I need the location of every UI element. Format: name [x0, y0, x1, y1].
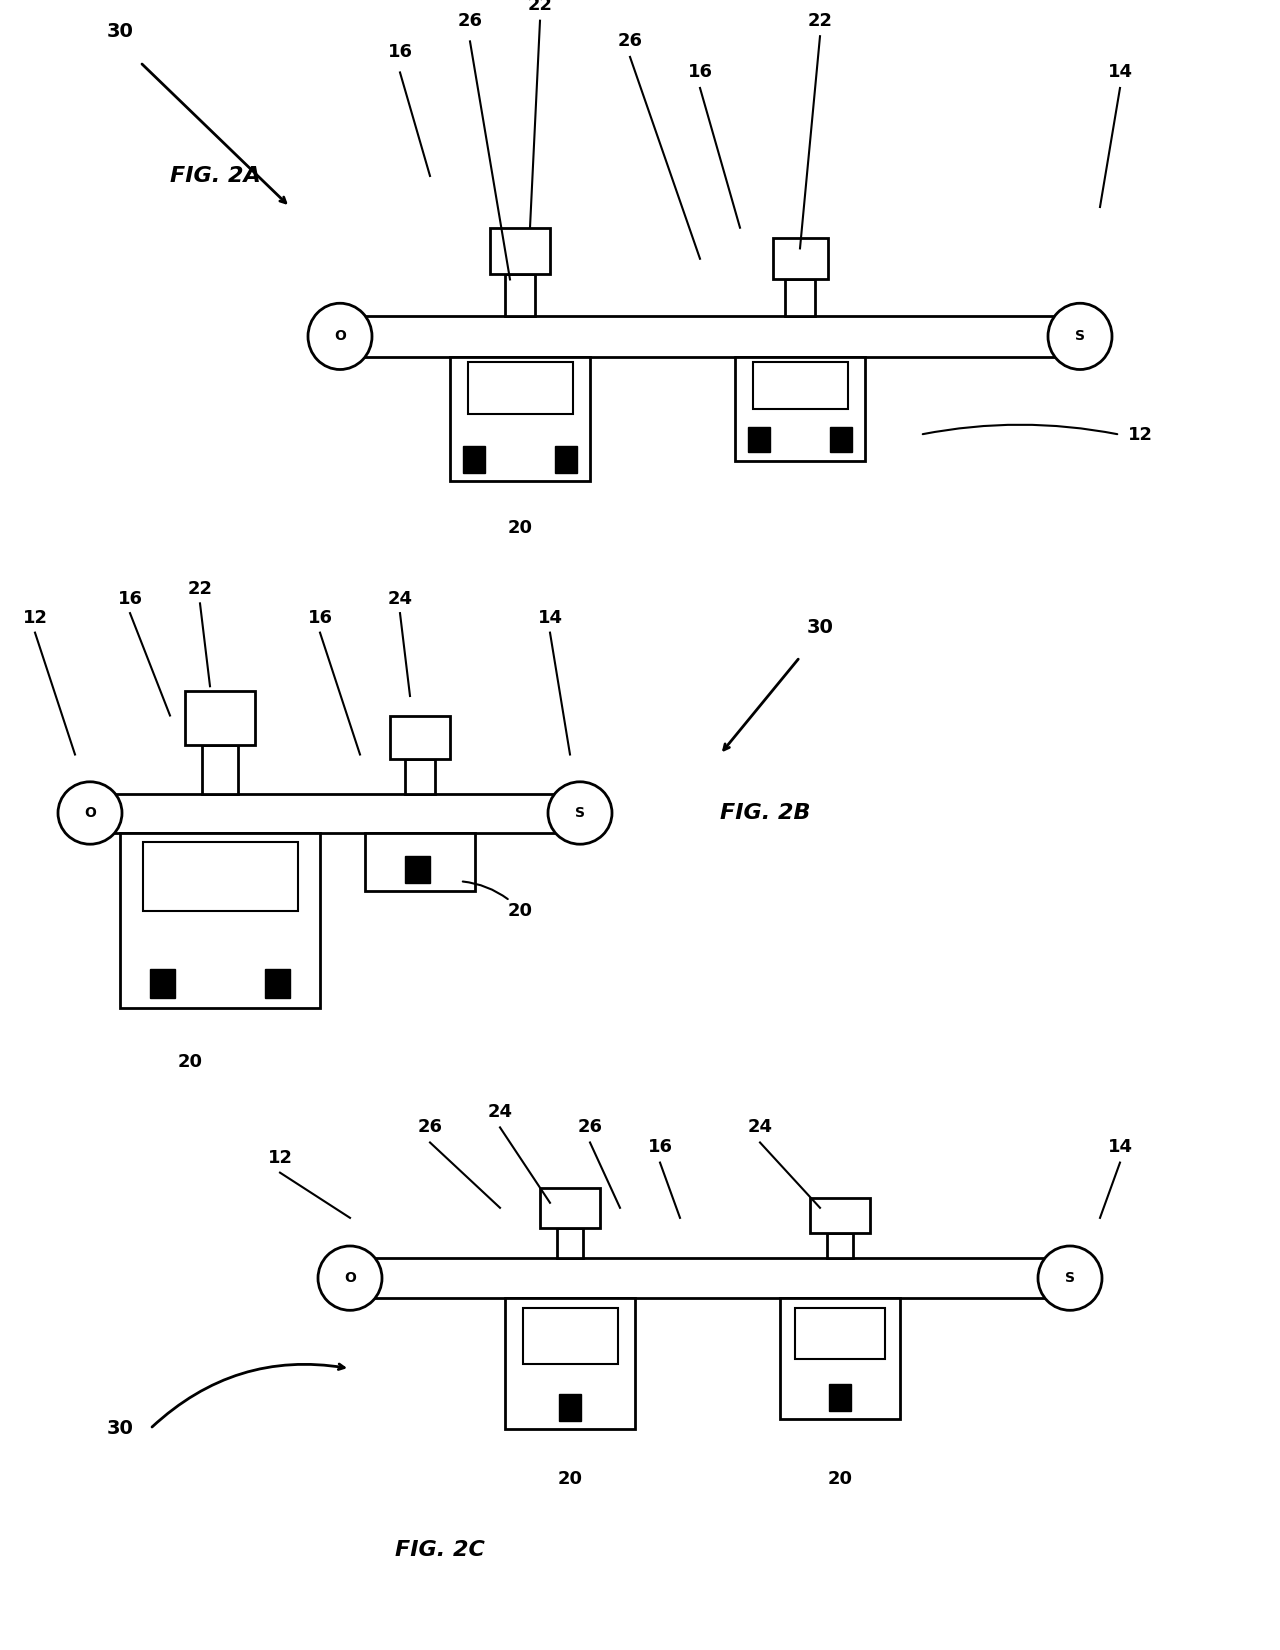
Bar [490, 228, 550, 274]
Bar [795, 1308, 884, 1358]
Text: 26: 26 [617, 33, 643, 51]
Text: 16: 16 [118, 589, 142, 607]
Bar [451, 356, 590, 482]
Text: S: S [1075, 330, 1085, 343]
Text: FIG. 2A: FIG. 2A [170, 167, 261, 186]
Bar [404, 759, 435, 794]
Text: 20: 20 [507, 518, 532, 536]
Bar [120, 833, 320, 1008]
Bar [829, 427, 852, 452]
Text: 14: 14 [1107, 63, 1133, 81]
Bar [142, 842, 297, 911]
Text: O: O [84, 805, 96, 820]
Text: 12: 12 [23, 609, 47, 627]
Text: 26: 26 [417, 1119, 443, 1137]
Text: 12: 12 [268, 1148, 293, 1167]
Text: 16: 16 [388, 43, 412, 61]
Bar [150, 969, 175, 998]
Circle shape [317, 1246, 381, 1310]
Text: 30: 30 [106, 21, 133, 41]
Bar [753, 363, 847, 409]
Bar [540, 1188, 600, 1228]
Text: S: S [1065, 1270, 1075, 1285]
Circle shape [548, 782, 612, 845]
Text: O: O [344, 1270, 356, 1285]
Bar [522, 1308, 617, 1363]
Text: 22: 22 [808, 12, 832, 30]
Text: 24: 24 [748, 1119, 773, 1137]
Text: S: S [575, 805, 585, 820]
Circle shape [1038, 1246, 1102, 1310]
Text: 16: 16 [687, 63, 713, 81]
Text: O: O [334, 330, 346, 343]
Text: 22: 22 [187, 579, 212, 597]
Bar [467, 363, 572, 414]
Bar [785, 279, 815, 315]
Text: 20: 20 [827, 1470, 852, 1488]
Bar [186, 691, 255, 744]
Bar [404, 856, 430, 883]
Bar [810, 1198, 870, 1233]
Bar [365, 833, 475, 891]
Text: 24: 24 [488, 1104, 512, 1122]
Bar [780, 1299, 900, 1419]
Bar [265, 969, 291, 998]
Text: 26: 26 [577, 1119, 603, 1137]
Circle shape [58, 782, 122, 845]
Bar [829, 1384, 851, 1411]
Bar [390, 716, 451, 759]
Text: 26: 26 [457, 12, 483, 30]
Text: 16: 16 [648, 1138, 672, 1157]
Text: 24: 24 [388, 589, 412, 607]
Bar [340, 315, 1080, 356]
Bar [506, 1299, 635, 1429]
Text: 20: 20 [178, 1053, 202, 1071]
Bar [557, 1228, 582, 1257]
Bar [748, 427, 771, 452]
Bar [556, 446, 577, 474]
Bar [773, 238, 827, 279]
Text: 20: 20 [507, 901, 532, 919]
Text: 14: 14 [538, 609, 562, 627]
Bar [506, 274, 535, 315]
Bar [90, 794, 580, 833]
Text: FIG. 2B: FIG. 2B [719, 804, 810, 823]
Text: 30: 30 [106, 1419, 133, 1439]
Bar [349, 1257, 1070, 1299]
Text: 30: 30 [806, 619, 833, 637]
Text: 16: 16 [307, 609, 333, 627]
Circle shape [1048, 304, 1112, 370]
Bar [827, 1233, 852, 1257]
Text: FIG. 2C: FIG. 2C [396, 1539, 485, 1559]
Bar [202, 744, 238, 794]
Bar [559, 1394, 581, 1421]
Text: 20: 20 [558, 1470, 582, 1488]
Bar [463, 446, 485, 474]
Text: 12: 12 [1128, 426, 1152, 444]
Text: 22: 22 [527, 0, 553, 15]
Bar [735, 356, 865, 460]
Text: 14: 14 [1107, 1138, 1133, 1157]
Circle shape [308, 304, 372, 370]
